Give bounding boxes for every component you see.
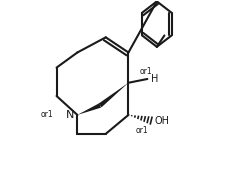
Text: or1: or1	[41, 110, 53, 119]
Text: or1: or1	[140, 67, 153, 76]
Text: or1: or1	[136, 126, 149, 135]
Text: H: H	[151, 74, 159, 84]
Text: OH: OH	[155, 116, 170, 126]
Text: N: N	[66, 110, 74, 120]
Polygon shape	[77, 103, 101, 115]
Polygon shape	[99, 83, 129, 107]
